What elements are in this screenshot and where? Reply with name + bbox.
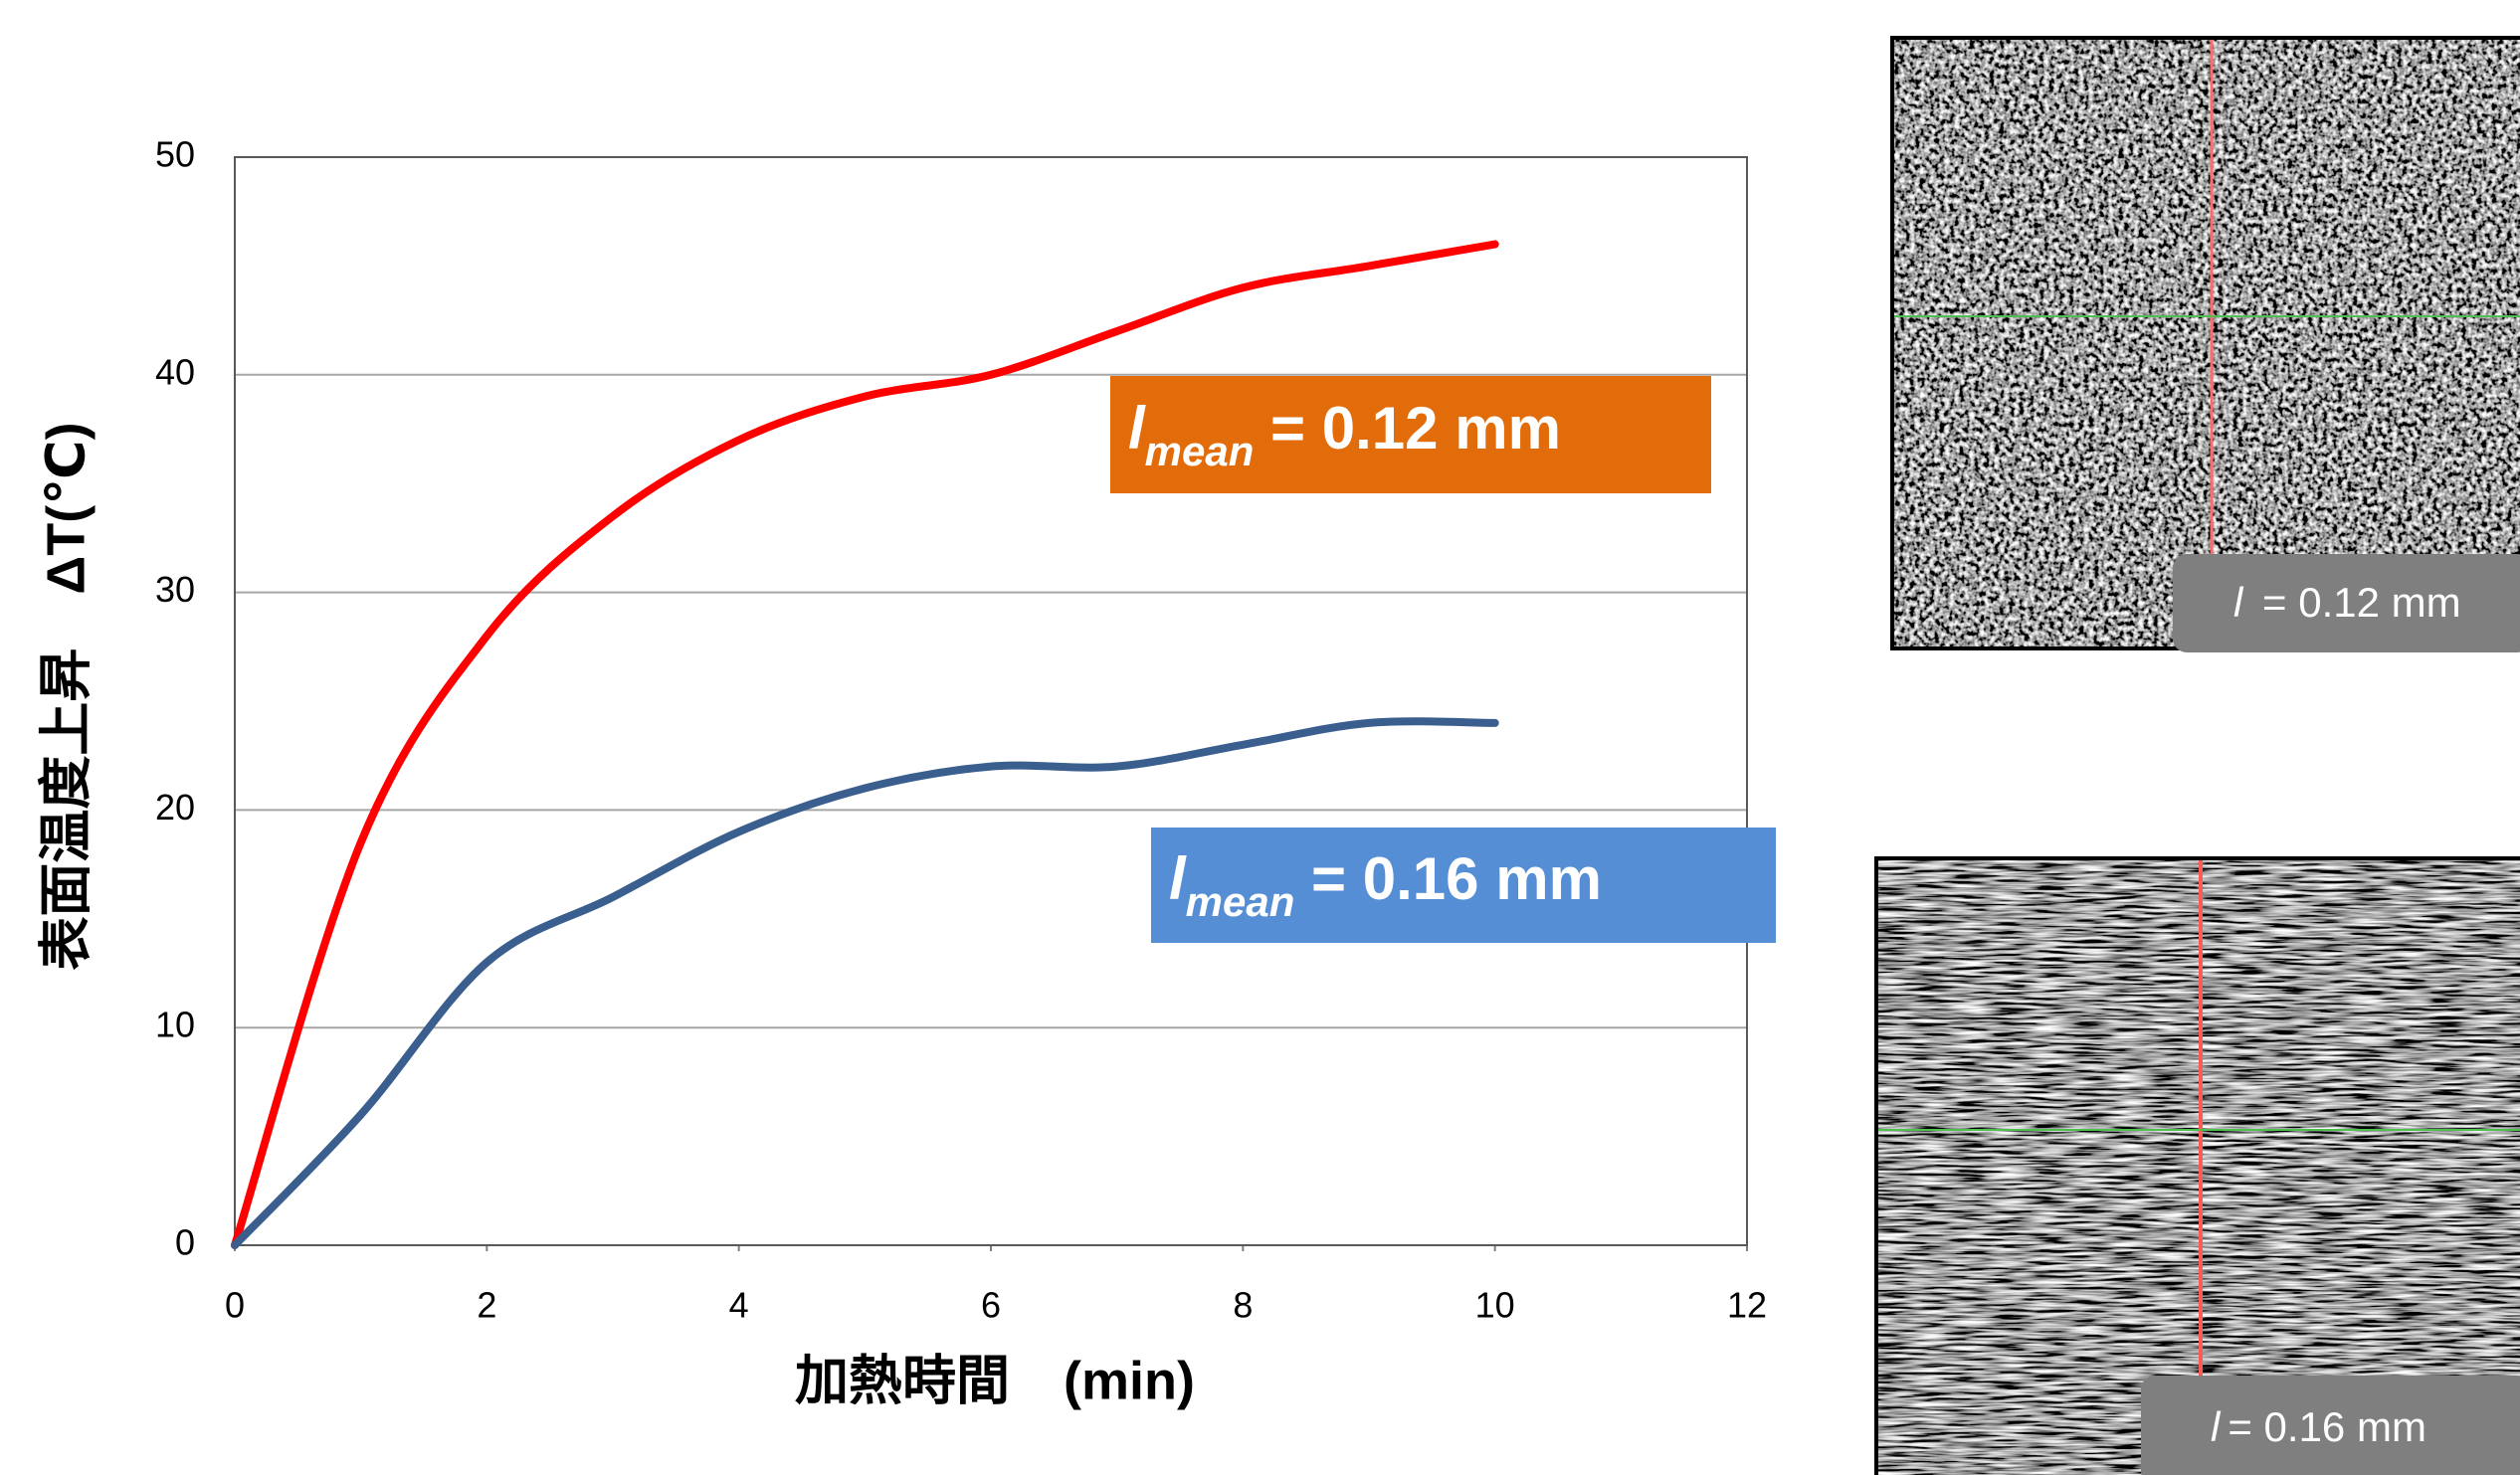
micrograph: l = 0.16 mm bbox=[1874, 856, 2520, 1475]
series-line bbox=[231, 717, 1499, 1249]
x-tick-label: 10 bbox=[1475, 1285, 1515, 1326]
image-label-box bbox=[2173, 554, 2520, 652]
annotation-subscript: mean bbox=[1186, 878, 1295, 925]
y-tick-label: 10 bbox=[155, 1005, 195, 1045]
micrograph: l = 0.12 mm bbox=[1890, 36, 2520, 652]
x-tick-label: 6 bbox=[981, 1285, 1001, 1326]
x-tick-label: 8 bbox=[1233, 1285, 1253, 1326]
series-line bbox=[231, 240, 1499, 1249]
y-tick-label: 30 bbox=[155, 569, 195, 610]
x-axis-title: 加熱時間 (min) bbox=[795, 1351, 1195, 1410]
image-label: l = 0.12 mm bbox=[2233, 579, 2461, 626]
x-tick-label: 12 bbox=[1727, 1285, 1767, 1326]
y-tick-label: 50 bbox=[155, 134, 195, 175]
image-label-box bbox=[2141, 1376, 2520, 1475]
image-label-symbol: l bbox=[2211, 1403, 2222, 1450]
x-tick-label: 0 bbox=[225, 1285, 245, 1326]
annotation-text: = 0.16 mm bbox=[1294, 845, 1602, 912]
image-label-text: = 0.12 mm bbox=[2250, 579, 2460, 626]
y-tick-label: 20 bbox=[155, 787, 195, 828]
y-tick-label: 0 bbox=[175, 1222, 195, 1263]
y-axis-title: 表面温度上昇 ΔT(℃) bbox=[36, 422, 96, 970]
x-tick-label: 2 bbox=[477, 1285, 496, 1326]
annotation-box bbox=[1110, 376, 1711, 493]
image-texture bbox=[1894, 40, 2520, 646]
annotation-box bbox=[1151, 828, 1776, 943]
annotation: lmean = 0.12 mm bbox=[1128, 395, 1561, 474]
x-tick-label: 4 bbox=[729, 1285, 749, 1326]
y-tick-label: 40 bbox=[155, 351, 195, 392]
chart: 加熱時間 (min) 表面温度上昇 ΔT(℃) 0 10 20 30 40 50 0 2 4 6 8… bbox=[36, 134, 1776, 1410]
image-label-text: = 0.16 mm bbox=[2228, 1403, 2426, 1450]
annotation-subscript: mean bbox=[1145, 428, 1255, 474]
plot-frame bbox=[234, 156, 1748, 1246]
annotation-symbol: l bbox=[1169, 845, 1187, 912]
annotation-text: = 0.12 mm bbox=[1254, 395, 1561, 461]
image-label: l = 0.16 mm bbox=[2211, 1403, 2426, 1450]
image-label-symbol: l bbox=[2233, 579, 2244, 626]
annotation: lmean = 0.16 mm bbox=[1169, 845, 1602, 925]
annotation-symbol: l bbox=[1128, 395, 1146, 461]
